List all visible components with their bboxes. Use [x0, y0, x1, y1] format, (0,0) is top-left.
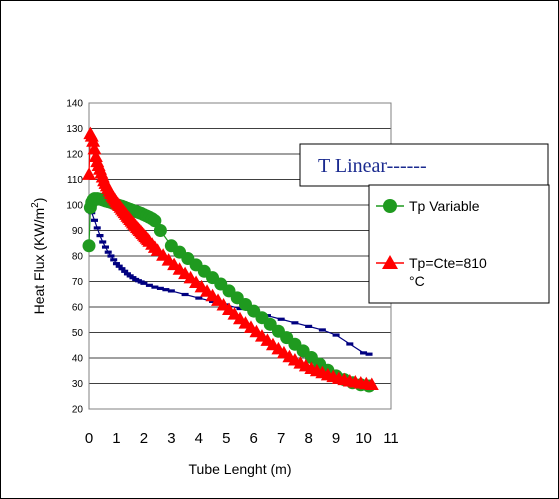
data-point-blue [151, 285, 159, 289]
data-point-blue [145, 283, 153, 287]
data-point-blue [93, 226, 101, 230]
data-point-blue [156, 286, 164, 290]
data-point-tp-cte [86, 134, 101, 147]
data-point-blue [291, 321, 299, 325]
data-point-blue [123, 272, 131, 276]
y-tick-label: 140 [66, 99, 83, 110]
x-tick-label: 11 [383, 430, 399, 447]
x-tick-label: 2 [140, 430, 148, 447]
x-tick-label: 7 [277, 430, 285, 447]
y-axis-title-sup: 2 [30, 202, 41, 208]
data-point-blue [90, 218, 98, 222]
data-point-blue [112, 262, 120, 266]
y-tick-labels: 20 30 40 50 60 70 80 90 100 110 120 130 140 [66, 99, 83, 416]
data-point-blue [167, 289, 175, 293]
x-tick-label: 4 [195, 430, 203, 447]
series-tp-cte [82, 126, 379, 391]
data-point-tp-variable [153, 224, 167, 237]
data-point-blue [195, 296, 203, 300]
data-point-blue [96, 234, 104, 238]
annotation-box: T Linear------ [299, 143, 549, 187]
data-point-blue [318, 328, 326, 332]
y-tick-label: 120 [66, 150, 83, 161]
data-point-blue [129, 276, 137, 280]
y-tick-label: 60 [72, 303, 84, 314]
legend-item-tp-variable: Tp Variable [376, 198, 480, 214]
data-point-blue [118, 267, 126, 271]
x-tick-label: 8 [304, 430, 312, 447]
y-axis-title: Heat Flux (KW/m2) [30, 198, 47, 315]
data-point-blue [107, 254, 115, 258]
y-tick-label: 130 [66, 124, 83, 135]
y-tick-label: 110 [67, 175, 83, 186]
data-point-tp-cte [87, 141, 102, 155]
data-point-blue [121, 269, 129, 273]
data-point-blue [305, 324, 313, 328]
x-tick-label: 6 [250, 430, 258, 447]
data-point-tp-cte [82, 167, 96, 180]
y-tick-label: 30 [72, 379, 84, 390]
x-tick-label: 1 [112, 430, 120, 447]
data-point-blue [126, 274, 134, 278]
data-point-blue [236, 306, 244, 311]
legend-marker-green-circle [383, 199, 397, 213]
y-axis-title-tail: ) [31, 198, 47, 203]
data-point-blue [277, 317, 285, 321]
legend-item-tp-cte: Tp=Cte=810 °C [376, 255, 487, 289]
data-point-blue [360, 351, 368, 355]
legend-label-tp-cte: Tp=Cte=810 °C [409, 255, 487, 289]
x-tick-label: 0 [85, 430, 93, 447]
y-tick-label: 90 [72, 226, 84, 237]
x-tick-label: 3 [167, 430, 175, 447]
y-tick-label: 40 [72, 354, 84, 365]
series-layer [82, 126, 379, 393]
data-point-blue [104, 250, 112, 254]
legend: Tp Variable Tp=Cte=810 °C [368, 184, 550, 304]
data-point-blue [346, 342, 354, 346]
data-point-blue [99, 240, 107, 244]
data-point-blue [162, 288, 170, 292]
data-point-blue [101, 245, 109, 249]
data-point-blue [332, 333, 340, 337]
x-tick-label: 9 [332, 430, 340, 447]
data-point-blue [110, 258, 118, 262]
data-point-blue [181, 292, 189, 297]
x-axis-title: Tube Lenght (m) [189, 461, 292, 477]
data-point-tp-cte [364, 377, 379, 391]
y-tick-label: 50 [72, 328, 84, 339]
data-point-blue [209, 299, 217, 303]
data-point-tp-variable [82, 239, 96, 253]
y-tick-label: 20 [72, 405, 84, 416]
data-point-blue [365, 352, 373, 356]
legend-label-tp-variable: Tp Variable [409, 198, 480, 214]
y-tick-label: 70 [72, 277, 84, 288]
data-point-blue [115, 264, 123, 268]
legend-marker-red-triangle [382, 255, 398, 269]
x-tick-label: 5 [222, 430, 230, 447]
x-tick-label: 10 [355, 430, 372, 447]
y-tick-label: 80 [72, 252, 84, 263]
y-tick-label: 100 [66, 201, 83, 212]
data-point-blue [140, 281, 148, 285]
data-point-tp-variable [148, 214, 162, 228]
annotation-text: T Linear------ [318, 155, 427, 177]
x-tick-labels: 0 1 2 3 4 5 6 7 8 9 10 11 [85, 430, 399, 447]
